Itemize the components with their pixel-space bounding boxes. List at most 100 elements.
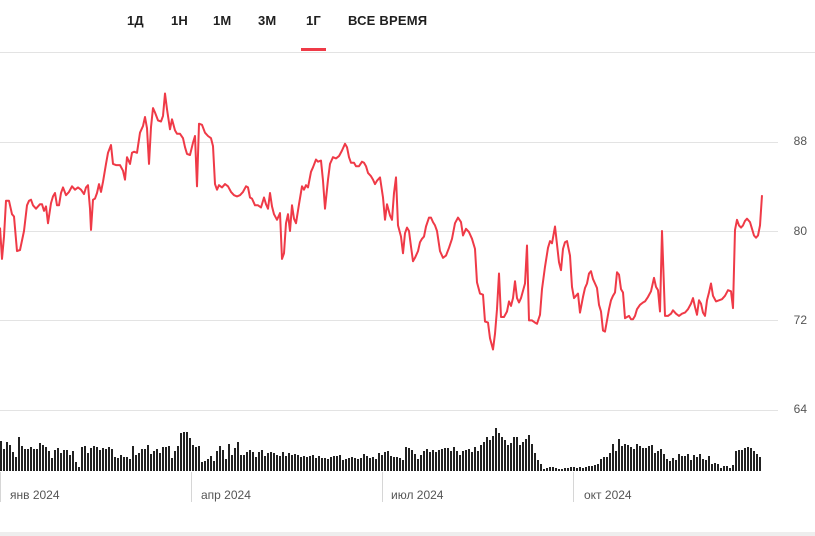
- volume-bar: [153, 451, 155, 471]
- volume-bar: [678, 454, 680, 471]
- volume-bar: [126, 457, 128, 471]
- volume-bar: [459, 455, 461, 471]
- volume-bar: [738, 450, 740, 471]
- volume-bar: [543, 469, 545, 471]
- volume-bar: [333, 456, 335, 471]
- volume-bar: [402, 460, 404, 471]
- volume-bar: [300, 457, 302, 471]
- volume-bar: [87, 453, 89, 471]
- volume-bar: [660, 449, 662, 471]
- volume-bar: [483, 442, 485, 471]
- volume-bar: [654, 453, 656, 471]
- volume-bar: [144, 449, 146, 471]
- volume-bar: [48, 451, 50, 471]
- volume-bar: [741, 450, 743, 471]
- volume-bar: [516, 437, 518, 471]
- volume-bar: [222, 450, 224, 471]
- volume-bar: [39, 443, 41, 471]
- volume-bar: [180, 433, 182, 471]
- volume-bar: [0, 441, 2, 471]
- volume-bar: [477, 451, 479, 471]
- volume-bar: [537, 460, 539, 471]
- volume-bar: [192, 445, 194, 471]
- volume-bar: [285, 456, 287, 471]
- volume-bar: [354, 458, 356, 471]
- volume-bar: [438, 450, 440, 471]
- volume-bar: [258, 452, 260, 471]
- volume-bar: [72, 451, 74, 471]
- volume-bar: [57, 448, 59, 471]
- tab-1m[interactable]: 1М: [213, 13, 232, 28]
- volume-bar: [69, 455, 71, 471]
- volume-bar: [408, 448, 410, 471]
- volume-bar: [486, 437, 488, 471]
- volume-bar: [18, 437, 20, 471]
- volume-bar: [702, 459, 704, 471]
- volume-bar: [753, 451, 755, 471]
- volume-bar: [744, 448, 746, 471]
- tab-1w[interactable]: 1Н: [171, 13, 189, 28]
- volume-bar: [480, 445, 482, 471]
- volume-bar: [213, 461, 215, 471]
- volume-bar: [369, 458, 371, 471]
- volume-bar: [597, 464, 599, 471]
- volume-bar: [201, 462, 203, 471]
- volume-bar: [216, 451, 218, 471]
- volume-bar: [63, 450, 65, 471]
- volume-bar: [6, 442, 8, 471]
- volume-bar: [672, 458, 674, 471]
- volume-bar: [282, 452, 284, 471]
- volume-bar: [141, 449, 143, 471]
- volume-bar: [411, 450, 413, 471]
- volume-bar: [51, 458, 53, 471]
- volume-bar: [24, 449, 26, 471]
- period-tabs: 1Д 1Н 1М 3М 1Г ВСЕ ВРЕМЯ: [0, 0, 815, 53]
- volume-bar: [219, 446, 221, 471]
- volume-bar: [564, 468, 566, 471]
- volume-bar: [705, 460, 707, 471]
- volume-bar: [540, 464, 542, 471]
- volume-bar: [750, 448, 752, 471]
- tab-1y[interactable]: 1Г: [306, 13, 321, 28]
- volume-bar: [75, 462, 77, 471]
- volume-bar: [696, 457, 698, 471]
- tab-1d[interactable]: 1Д: [127, 13, 144, 28]
- volume-bar: [330, 457, 332, 471]
- tab-all-time[interactable]: ВСЕ ВРЕМЯ: [348, 13, 428, 28]
- volume-bar: [651, 445, 653, 471]
- x-tick-jul: июл 2024: [391, 488, 444, 502]
- volume-bar: [558, 469, 560, 471]
- volume-bar: [699, 454, 701, 471]
- volume-bar: [90, 448, 92, 471]
- volume-bar: [237, 442, 239, 471]
- volume-bar: [159, 453, 161, 471]
- volume-bar: [102, 448, 104, 471]
- volume-bar: [510, 443, 512, 471]
- volume-bar: [426, 449, 428, 471]
- volume-bar: [441, 449, 443, 471]
- volume-bar: [615, 451, 617, 471]
- volume-bar: [252, 452, 254, 471]
- volume-bar: [759, 457, 761, 471]
- volume-bar: [711, 464, 713, 471]
- volume-bar: [675, 460, 677, 471]
- volume-bar: [66, 450, 68, 471]
- volume-bar: [612, 444, 614, 471]
- volume-bar: [135, 455, 137, 471]
- volume-bar: [468, 449, 470, 471]
- volume-bar: [351, 457, 353, 471]
- volume-bar: [270, 452, 272, 471]
- tab-3m[interactable]: 3М: [258, 13, 277, 28]
- volume-bar: [639, 446, 641, 471]
- volume-bar: [378, 453, 380, 471]
- volume-bar: [693, 455, 695, 471]
- volume-bar: [687, 454, 689, 471]
- volume-bar: [645, 448, 647, 471]
- volume-bar: [663, 454, 665, 471]
- volume-bar: [264, 456, 266, 471]
- volume-bar: [570, 467, 572, 471]
- volume-bar: [291, 455, 293, 471]
- volume-bar: [417, 459, 419, 471]
- volume-bar: [600, 459, 602, 471]
